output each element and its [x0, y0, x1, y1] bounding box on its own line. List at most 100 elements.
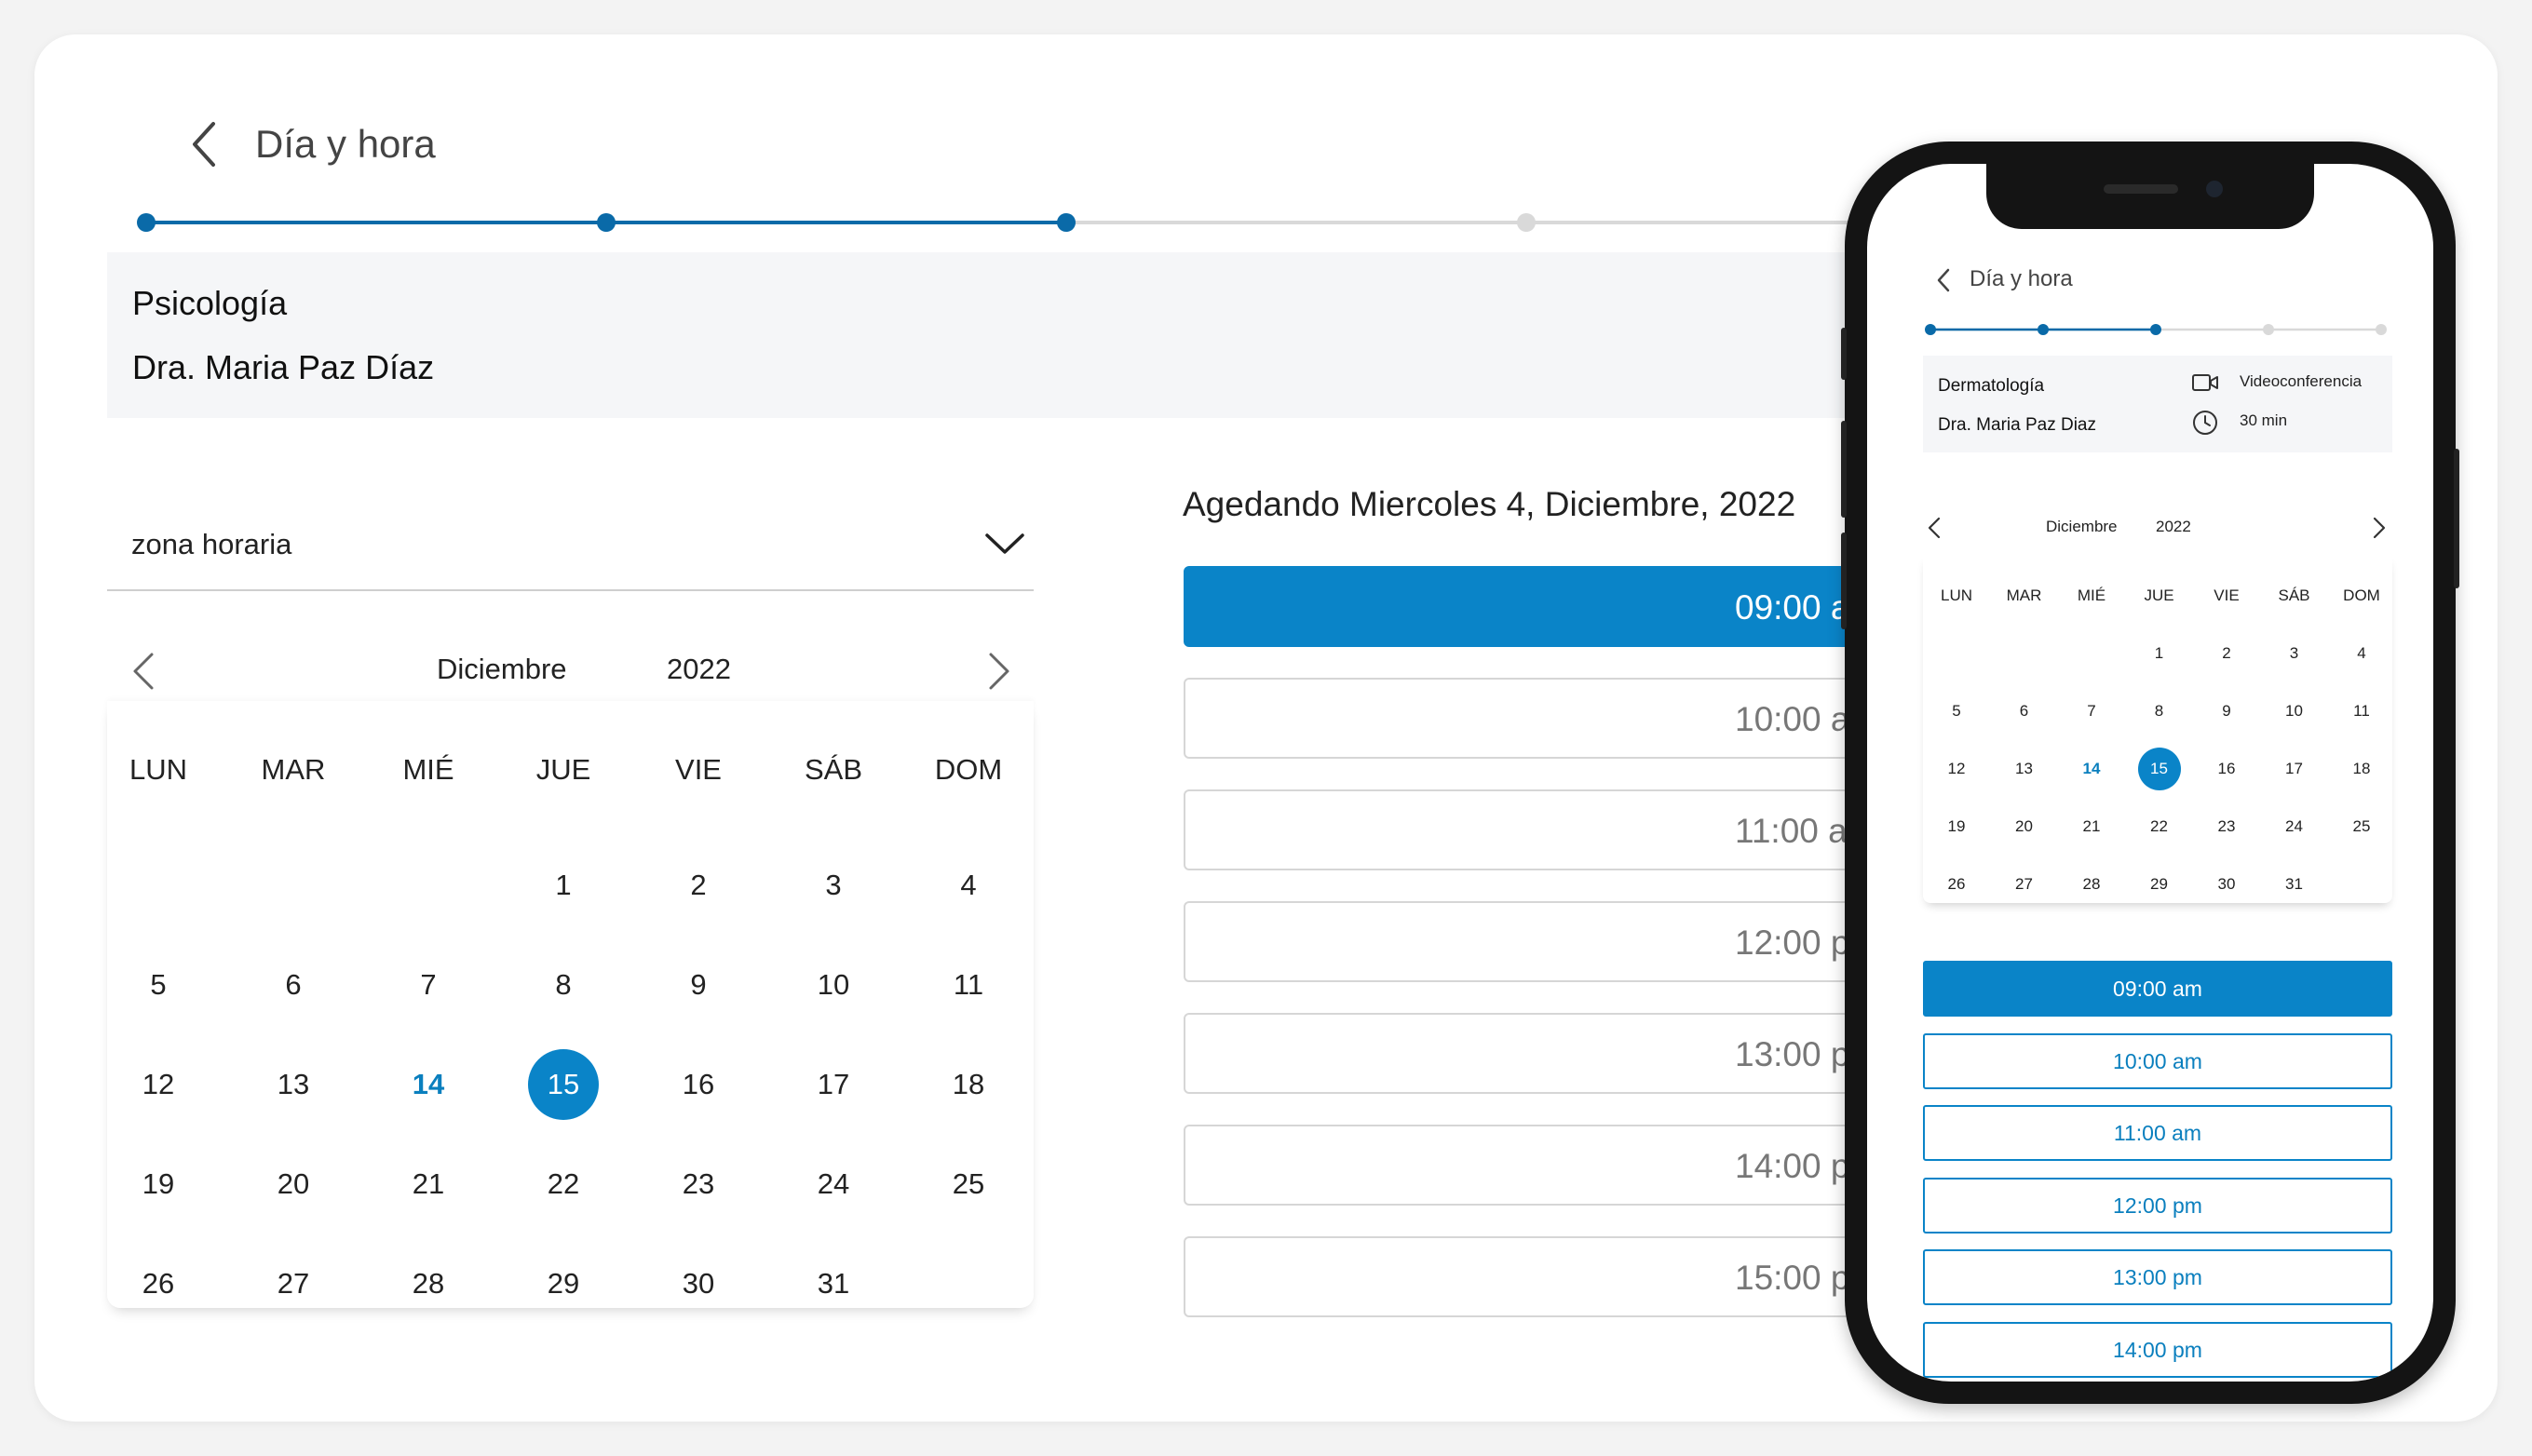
calendar-day[interactable]: 16	[2217, 760, 2236, 777]
calendar-day[interactable]: 14	[2082, 760, 2101, 777]
calendar-day[interactable]: 4	[960, 869, 977, 901]
weekday-header: VIE	[2214, 586, 2240, 604]
calendar-day[interactable]: 11	[953, 968, 984, 1001]
calendar-day[interactable]: 11	[2353, 702, 2370, 720]
progress-step-dot	[137, 213, 156, 232]
calendar-day[interactable]: 2	[690, 869, 707, 901]
calendar-day[interactable]: 30	[682, 1267, 715, 1300]
calendar-day[interactable]: 16	[682, 1068, 715, 1100]
calendar-day[interactable]: 18	[2352, 760, 2371, 777]
selected-day-highlight	[2137, 748, 2181, 790]
weekday-header: LUN	[129, 753, 188, 786]
calendar-day[interactable]: 6	[285, 968, 302, 1001]
calendar-day[interactable]: 23	[682, 1167, 715, 1200]
calendar-day[interactable]: 9	[2222, 702, 2231, 720]
calendar-day[interactable]: 13	[2015, 760, 2033, 777]
calendar-day[interactable]: 22	[2150, 817, 2168, 835]
calendar-day[interactable]: 25	[2352, 817, 2371, 835]
calendar-day[interactable]: 17	[2285, 760, 2303, 777]
calendar-day[interactable]: 21	[2082, 817, 2101, 835]
specialty-label: Psicología	[132, 284, 288, 322]
calendar-day[interactable]: 1	[555, 869, 572, 901]
time-slot-button[interactable]: 11:00 am	[1923, 1105, 2392, 1161]
chevron-left-icon[interactable]	[1927, 516, 1942, 540]
calendar-day[interactable]: 24	[2285, 817, 2303, 835]
calendar-day[interactable]: 27	[2015, 875, 2033, 893]
chevron-down-icon	[985, 533, 1024, 554]
chevron-right-icon[interactable]	[2372, 516, 2387, 540]
calendar-day[interactable]: 31	[2285, 875, 2303, 893]
calendar-day[interactable]: 30	[2217, 875, 2236, 893]
progress-step-dot	[2376, 324, 2387, 335]
progress-stepper	[137, 213, 1996, 232]
calendar-day[interactable]: 3	[825, 869, 842, 901]
calendar-day[interactable]: 23	[2217, 817, 2236, 835]
calendar-day[interactable]: 3	[2289, 644, 2299, 662]
calendar-day[interactable]: 4	[2357, 644, 2366, 662]
video-camera-icon	[2192, 374, 2218, 391]
calendar-day[interactable]: 2	[2222, 644, 2231, 662]
time-slot-label: 12:00 p	[1735, 923, 1850, 962]
calendar-day[interactable]: 7	[420, 968, 437, 1001]
calendar-day[interactable]: 10	[817, 968, 850, 1001]
weekday-header: MIÉ	[402, 753, 454, 786]
calendar-day[interactable]: 22	[547, 1167, 580, 1200]
calendar-day[interactable]: 15	[2150, 760, 2168, 777]
calendar-day[interactable]: 21	[412, 1167, 445, 1200]
calendar-day[interactable]: 19	[1947, 817, 1966, 835]
calendar-day[interactable]: 9	[690, 968, 707, 1001]
calendar-day[interactable]: 29	[547, 1267, 580, 1300]
calendar-day[interactable]: 20	[277, 1167, 310, 1200]
timezone-select[interactable]: zona horaria	[107, 500, 1034, 591]
back-arrow-icon[interactable]	[1934, 266, 1953, 294]
calendar-day[interactable]: 12	[142, 1068, 175, 1100]
calendar-day[interactable]: 6	[2019, 702, 2029, 720]
calendar-day[interactable]: 28	[412, 1267, 445, 1300]
calendar-day[interactable]: 26	[142, 1267, 175, 1300]
time-slot-button[interactable]: 13:00 pm	[1923, 1249, 2392, 1305]
calendar-day[interactable]: 5	[150, 968, 167, 1001]
chevron-left-icon[interactable]	[129, 651, 157, 692]
calendar-month: Diciembre	[437, 653, 567, 685]
calendar-day[interactable]: 17	[817, 1068, 850, 1100]
time-slot-button[interactable]: 12:00 pm	[1923, 1177, 2392, 1234]
weekday-header: MIÉ	[2077, 586, 2106, 604]
front-camera	[2206, 181, 2223, 197]
calendar-day[interactable]: 18	[952, 1068, 985, 1100]
calendar-day[interactable]: 8	[2154, 702, 2164, 720]
calendar-day[interactable]: 28	[2082, 875, 2101, 893]
time-slot-button[interactable]: 09:00 am	[1923, 961, 2392, 1017]
time-slot-button[interactable]: 14:00 pm	[1923, 1321, 2392, 1378]
calendar-day[interactable]: 15	[547, 1068, 580, 1100]
doctor-name: Dra. Maria Paz Diaz	[1938, 415, 2096, 435]
back-arrow-icon[interactable]	[185, 116, 223, 172]
calendar-day[interactable]: 27	[277, 1267, 310, 1300]
chevron-right-icon[interactable]	[985, 651, 1013, 692]
calendar-day[interactable]: 19	[142, 1167, 175, 1200]
calendar-day[interactable]: 1	[2154, 644, 2164, 662]
calendar-day[interactable]: 14	[412, 1068, 445, 1100]
page-title: Día y hora	[255, 122, 436, 166]
calendar-day[interactable]: 7	[2087, 702, 2096, 720]
progress-step-dot	[2038, 324, 2049, 335]
calendar-day[interactable]: 20	[2015, 817, 2033, 835]
calendar-day[interactable]: 31	[817, 1267, 850, 1300]
calendar-day[interactable]: 5	[1952, 702, 1961, 720]
time-slot-label: 14:00 p	[1735, 1147, 1850, 1185]
duration-label: 30 min	[2240, 411, 2288, 429]
progress-stepper	[1925, 324, 2387, 335]
calendar-day[interactable]: 26	[1947, 875, 1966, 893]
calendar-day[interactable]: 10	[2285, 702, 2303, 720]
calendar-day[interactable]: 25	[952, 1167, 985, 1200]
calendar-day[interactable]: 13	[277, 1068, 310, 1100]
booking-card: Día y hora Psicología Dra. Maria Paz Día…	[34, 34, 2498, 1422]
calendar-day[interactable]: 29	[2150, 875, 2168, 893]
calendar-day[interactable]: 12	[1947, 760, 1966, 777]
weekday-header: DOM	[2343, 586, 2380, 604]
calendar-month: Diciembre	[2046, 518, 2118, 535]
calendar-day[interactable]: 8	[555, 968, 572, 1001]
progress-step-dot	[2150, 324, 2161, 335]
appointment-summary: Dermatología Dra. Maria Paz Diaz Videoco…	[1923, 356, 2392, 452]
time-slot-button[interactable]: 10:00 am	[1923, 1032, 2392, 1089]
calendar-day[interactable]: 24	[817, 1167, 850, 1200]
